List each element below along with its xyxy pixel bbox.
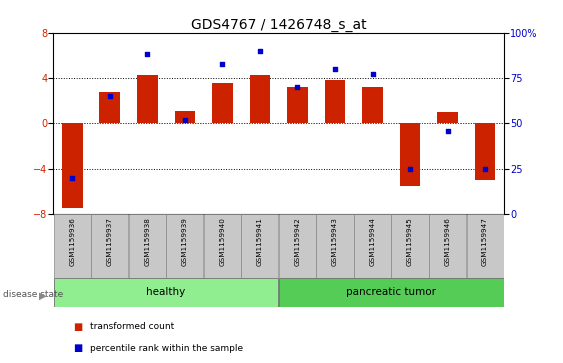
Bar	[279, 278, 504, 307]
Text: ▶: ▶	[39, 291, 46, 301]
Bar	[100, 92, 120, 123]
Bar	[362, 87, 383, 123]
Point	[481, 166, 490, 172]
Point	[405, 166, 414, 172]
Text: ■: ■	[73, 343, 82, 354]
Bar	[391, 214, 428, 278]
Title: GDS4767 / 1426748_s_at: GDS4767 / 1426748_s_at	[191, 18, 367, 32]
Bar	[91, 214, 128, 278]
Text: GSM1159946: GSM1159946	[445, 217, 450, 266]
Point	[443, 128, 452, 134]
Text: GSM1159940: GSM1159940	[220, 217, 225, 266]
Bar	[212, 83, 233, 123]
Bar	[137, 75, 158, 123]
Bar	[53, 278, 279, 307]
Text: GSM1159941: GSM1159941	[257, 217, 263, 266]
Bar	[242, 214, 279, 278]
Text: GSM1159945: GSM1159945	[407, 217, 413, 266]
Text: pancreatic tumor: pancreatic tumor	[346, 287, 436, 297]
Point	[218, 61, 227, 66]
Bar	[429, 214, 466, 278]
Bar	[279, 214, 316, 278]
Bar	[475, 123, 495, 180]
Text: GSM1159944: GSM1159944	[369, 217, 376, 266]
Text: disease state: disease state	[3, 290, 63, 298]
Bar	[166, 214, 203, 278]
Text: percentile rank within the sample: percentile rank within the sample	[90, 344, 243, 353]
Bar	[437, 112, 458, 123]
Bar	[287, 87, 308, 123]
Bar	[249, 75, 270, 123]
Bar	[316, 214, 354, 278]
Text: GSM1159943: GSM1159943	[332, 217, 338, 266]
Bar	[62, 123, 83, 208]
Text: GSM1159938: GSM1159938	[144, 217, 150, 266]
Text: GSM1159942: GSM1159942	[294, 217, 301, 266]
Text: GSM1159937: GSM1159937	[107, 217, 113, 266]
Text: transformed count: transformed count	[90, 322, 175, 331]
Point	[143, 52, 152, 57]
Bar	[129, 214, 166, 278]
Bar	[325, 80, 345, 123]
Bar	[175, 111, 195, 123]
Point	[105, 93, 114, 99]
Text: GSM1159947: GSM1159947	[482, 217, 488, 266]
Text: healthy: healthy	[146, 287, 186, 297]
Bar	[204, 214, 241, 278]
Bar	[354, 214, 391, 278]
Point	[368, 72, 377, 77]
Point	[293, 84, 302, 90]
Bar	[53, 214, 91, 278]
Point	[256, 48, 265, 54]
Text: ■: ■	[73, 322, 82, 332]
Text: GSM1159939: GSM1159939	[182, 217, 188, 266]
Bar	[400, 123, 421, 186]
Point	[68, 175, 77, 181]
Bar	[467, 214, 504, 278]
Point	[180, 117, 189, 123]
Text: GSM1159936: GSM1159936	[69, 217, 75, 266]
Point	[330, 66, 339, 72]
